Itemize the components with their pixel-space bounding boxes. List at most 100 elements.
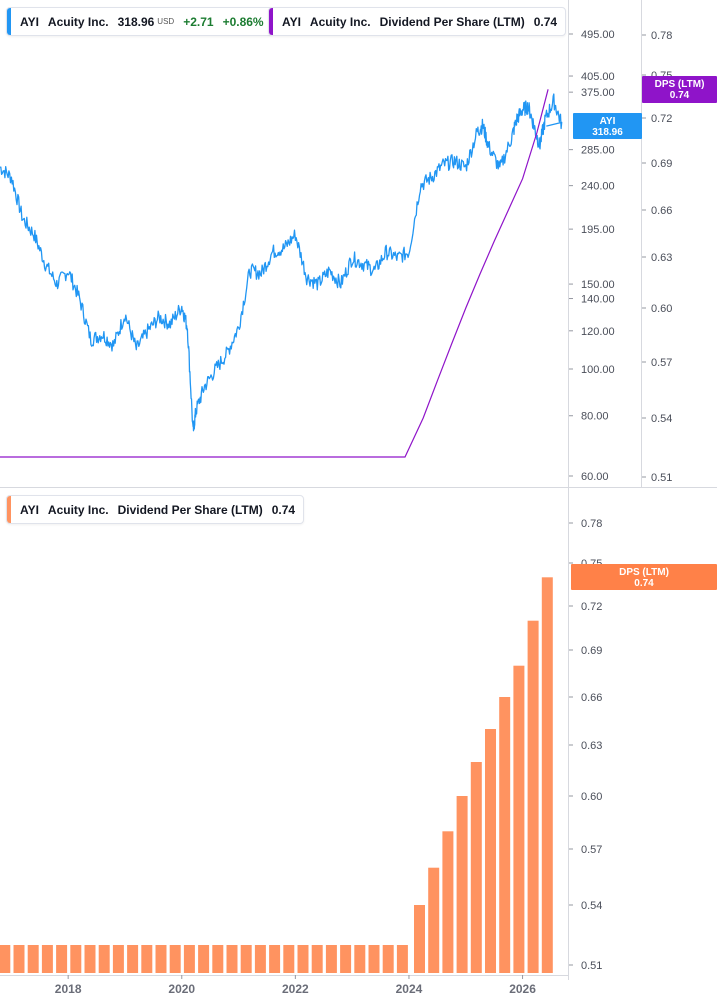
dps-bar (169, 945, 181, 973)
dps-bar (340, 945, 352, 973)
dps-bar (212, 945, 224, 973)
x-axis-tick-label: 2026 (509, 982, 536, 996)
price-legend-change-pct: +0.86% (222, 14, 264, 29)
price-legend-price: 318.96 (117, 14, 155, 29)
bar-axis-tick-label: 0.54 (581, 900, 602, 912)
price-axis-tick-label: 375.00 (581, 87, 615, 99)
price-axis-tick-label: 405.00 (581, 71, 615, 83)
dps-legend-top-metric: Dividend Per Share (LTM) (379, 14, 525, 29)
x-axis-tick-label: 2018 (55, 982, 82, 996)
dps-bar (283, 945, 295, 973)
dps-axis-tick-label-top: 0.54 (651, 413, 672, 425)
dps-bar (325, 945, 337, 973)
dps-bar (428, 867, 440, 973)
bar-axis-tick-label: 0.60 (581, 791, 602, 803)
dps-axis-tick-label-top: 0.57 (651, 357, 672, 369)
dps-axis-tick-label-top: 0.72 (651, 113, 672, 125)
dps-bar (382, 945, 394, 973)
dps-badge-top-value: 0.74 (670, 90, 690, 101)
dps-legend-top[interactable]: AYI Acuity Inc. Dividend Per Share (LTM)… (268, 7, 567, 36)
dps-axis-tick-label-top: 0.51 (651, 472, 672, 484)
dps-legend-bottom-name: Acuity Inc. (47, 502, 109, 517)
dps-bar (98, 945, 110, 973)
dps-bar (527, 620, 539, 973)
dps-axis-tick-label-top: 0.66 (651, 205, 672, 217)
dps-axis-tick-label-top: 0.78 (651, 30, 672, 42)
dps-bar (499, 697, 511, 973)
dps-badge-bottom-value: 0.74 (634, 578, 654, 589)
dps-bar (198, 945, 210, 973)
dps-bar (41, 945, 53, 973)
price-axis-tick-label: 195.00 (581, 224, 615, 236)
bar-axis-tick-label: 0.63 (581, 740, 602, 752)
dps-legend-bottom-metric: Dividend Per Share (LTM) (117, 502, 263, 517)
dps-legend-bottom-ticker: AYI (20, 502, 39, 517)
dps-bar (541, 577, 553, 973)
price-axis-tick-label: 120.00 (581, 326, 615, 338)
bar-axis-tick-label: 0.57 (581, 844, 602, 856)
bar-axis-tick-label: 0.51 (581, 960, 602, 972)
dps-legend-bottom[interactable]: AYI Acuity Inc. Dividend Per Share (LTM)… (6, 495, 305, 524)
price-badge-value: 318.96 (592, 127, 623, 138)
dps-bar (414, 905, 425, 973)
dps-bar (70, 945, 82, 973)
dps-bar (112, 945, 124, 973)
dps-legend-top-swatch (269, 8, 273, 35)
price-axis-tick-label: 60.00 (581, 471, 609, 483)
dps-bar (240, 945, 252, 973)
dps-bar (141, 945, 153, 973)
dps-bar (155, 945, 167, 973)
dps-badge-bottom-label: DPS (LTM) (619, 567, 669, 578)
dps-bar (0, 945, 11, 973)
dps-bar (183, 945, 195, 973)
dps-bar (84, 945, 96, 973)
dps-bar (27, 945, 39, 973)
dps-legend-top-value: 0.74 (533, 14, 558, 29)
dps-axis-tick-label-top: 0.63 (651, 252, 672, 264)
dps-line (0, 89, 549, 458)
dps-axis-tick-label-top: 0.69 (651, 158, 672, 170)
dps-bar (396, 945, 408, 973)
price-badge-label: AYI (600, 116, 616, 127)
dps-bar (254, 945, 266, 973)
bar-axis-tick-label: 0.72 (581, 601, 602, 613)
dps-badge-bottom-bg (571, 564, 717, 590)
dps-legend-bottom-swatch (7, 496, 11, 523)
dps-badge-top-bg (642, 76, 717, 103)
price-legend-ticker: AYI (20, 14, 39, 29)
bar-axis-tick-label: 0.66 (581, 692, 602, 704)
price-legend[interactable]: AYI Acuity Inc. 318.96 USD +2.71 +0.86% (6, 7, 273, 36)
dps-bar (456, 796, 468, 973)
bar-axis-tick-label: 0.69 (581, 645, 602, 657)
dps-legend-top-ticker: AYI (282, 14, 301, 29)
dps-legend-top-name: Acuity Inc. (309, 14, 371, 29)
price-legend-change: +2.71 (183, 14, 214, 29)
dps-axis-tick-label-top: 0.60 (651, 303, 672, 315)
price-line (0, 93, 563, 432)
price-axis-tick-label: 100.00 (581, 364, 615, 376)
dps-bar (442, 831, 454, 973)
dps-bar (311, 945, 323, 973)
bar-axis-tick-label: 0.78 (581, 518, 602, 530)
price-axis-tick-label: 240.00 (581, 181, 615, 193)
price-axis-tick-label: 150.00 (581, 279, 615, 291)
dps-bar (368, 945, 380, 973)
price-badge-bg (573, 113, 642, 139)
price-axis-tick-label: 285.00 (581, 145, 615, 157)
dps-bar (485, 729, 496, 973)
price-axis-tick-label: 495.00 (581, 29, 615, 41)
dps-bar (470, 762, 482, 973)
dps-bar (297, 945, 309, 973)
price-axis-tick-label: 80.00 (581, 411, 609, 423)
price-legend-currency: USD (157, 17, 175, 26)
price-legend-swatch (7, 8, 11, 35)
x-axis-tick-label: 2024 (396, 982, 423, 996)
price-axis-tick-label: 140.00 (581, 294, 615, 306)
dps-bar (127, 945, 139, 973)
dps-badge-top-label: DPS (LTM) (655, 79, 705, 90)
dps-bar (269, 945, 281, 973)
dps-legend-bottom-value: 0.74 (271, 502, 296, 517)
x-axis-tick-label: 2020 (168, 982, 195, 996)
dps-bar (226, 945, 238, 973)
